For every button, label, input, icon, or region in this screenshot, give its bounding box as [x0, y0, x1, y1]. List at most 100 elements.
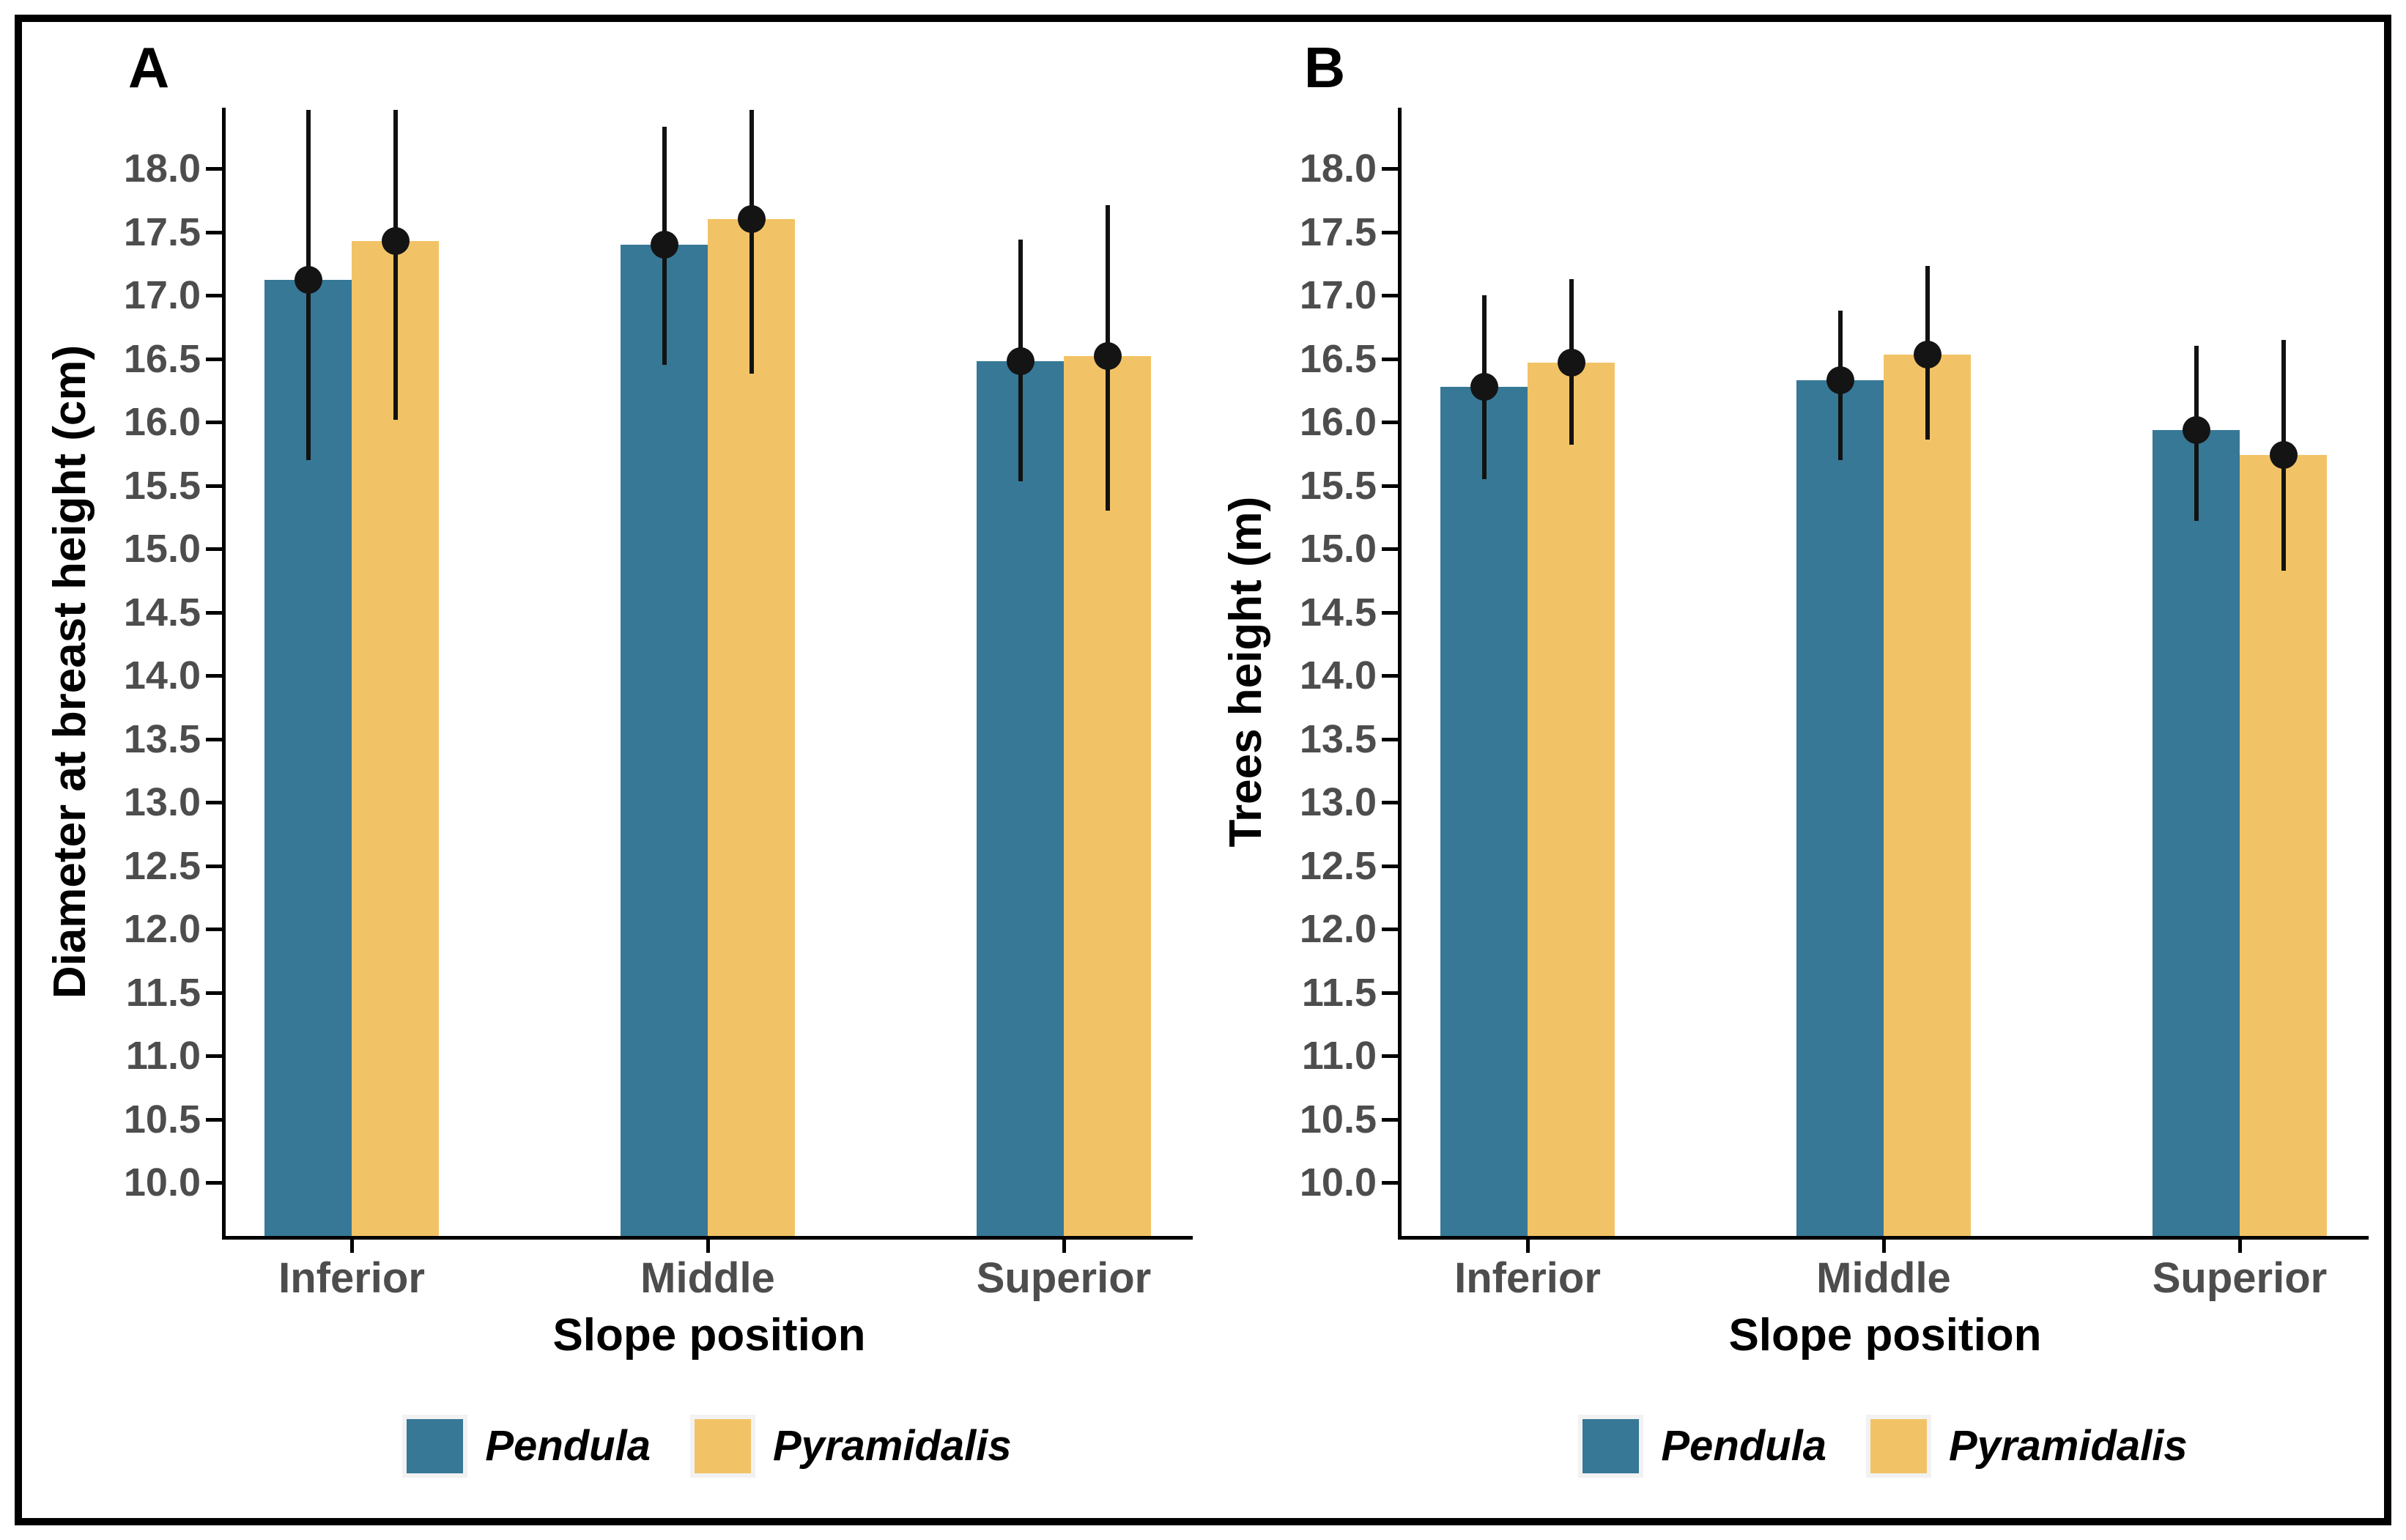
y-tick-mark: [206, 1117, 222, 1122]
panel-letter: A: [127, 35, 170, 100]
y-tick-mark: [206, 421, 222, 425]
panel-letter: B: [1303, 35, 1346, 100]
legend-key-pendula: [407, 1419, 464, 1473]
x-tick-label: Inferior: [1454, 1254, 1601, 1302]
y-tick-mark: [206, 1181, 222, 1185]
y-tick-mark: [206, 801, 222, 805]
bar-pendula-middle: [1796, 380, 1884, 1236]
y-tick-label: 17.5: [1299, 210, 1377, 254]
bar-pendula-inferior: [1440, 386, 1528, 1236]
bar-pendula-superior: [2153, 429, 2240, 1236]
y-tick-label: 16.0: [1299, 400, 1377, 445]
x-axis-title: Slope position: [1728, 1310, 2042, 1361]
y-tick-mark: [1382, 357, 1398, 361]
y-tick-label: 11.0: [125, 1034, 201, 1078]
x-axis-line: [222, 1236, 1193, 1240]
legend-label-pyramidalis: Pyramidalis: [1948, 1422, 2188, 1470]
mean-point-pendula-inferior: [294, 266, 322, 295]
error-bar-pyramidalis-inferior: [393, 110, 398, 420]
y-tick-label: 16.0: [123, 400, 201, 445]
mean-point-pendula-inferior: [1470, 372, 1498, 401]
y-tick-label: 12.0: [123, 907, 201, 952]
bar-pyramidalis-inferior: [1528, 362, 1615, 1236]
x-tick-mark: [350, 1240, 354, 1253]
mean-point-pyramidalis-inferior: [1557, 348, 1585, 377]
mean-point-pyramidalis-superior: [2269, 441, 2298, 470]
mean-point-pendula-middle: [650, 230, 678, 259]
bar-pendula-superior: [977, 361, 1064, 1236]
y-tick-mark: [206, 610, 222, 615]
y-tick-mark: [206, 357, 222, 361]
y-tick-mark: [1382, 991, 1398, 995]
mean-point-pendula-superior: [1006, 347, 1034, 376]
x-tick-mark: [1526, 1240, 1530, 1253]
y-tick-label: 15.5: [1299, 463, 1377, 508]
y-tick-label: 10.5: [1299, 1097, 1377, 1141]
y-tick-label: 13.5: [1299, 717, 1377, 761]
x-axis-line: [1398, 1236, 2369, 1240]
y-tick-label: 17.0: [1299, 273, 1377, 318]
legend: Pendula Pyramidalis: [358, 1413, 1061, 1480]
y-tick-mark: [1382, 1181, 1398, 1185]
y-tick-mark: [1382, 484, 1398, 488]
y-tick-label: 11.0: [1301, 1034, 1377, 1078]
y-tick-label: 18.0: [1299, 147, 1377, 191]
y-tick-label: 16.5: [1299, 336, 1377, 381]
x-tick-mark: [1882, 1240, 1886, 1253]
y-tick-label: 12.0: [1299, 907, 1377, 952]
y-tick-mark: [1382, 167, 1398, 171]
y-tick-mark: [206, 674, 222, 678]
legend-key-pyramidalis: [1870, 1419, 1927, 1473]
x-tick-label: Inferior: [278, 1254, 425, 1302]
y-tick-label: 14.5: [1299, 590, 1377, 634]
y-tick-label: 10.5: [123, 1097, 201, 1141]
x-tick-mark: [2238, 1240, 2242, 1253]
y-tick-mark: [1382, 547, 1398, 552]
mean-point-pyramidalis-middle: [1913, 341, 1942, 369]
mean-point-pendula-superior: [2182, 415, 2210, 444]
y-tick-label: 10.0: [123, 1160, 201, 1205]
y-tick-mark: [1382, 294, 1398, 298]
y-tick-label: 12.5: [1299, 843, 1377, 888]
y-tick-label: 18.0: [123, 147, 201, 191]
y-tick-mark: [1382, 737, 1398, 741]
y-tick-label: 11.5: [1301, 970, 1377, 1015]
mean-point-pendula-middle: [1826, 366, 1854, 395]
bar-pyramidalis-superior: [2240, 455, 2327, 1236]
x-tick-label: Middle: [640, 1254, 775, 1302]
mean-point-pyramidalis-inferior: [381, 226, 410, 255]
x-tick-mark: [706, 1240, 710, 1253]
y-tick-mark: [1382, 674, 1398, 678]
y-tick-mark: [206, 737, 222, 741]
mean-point-pyramidalis-middle: [737, 205, 766, 234]
figure-border: [15, 15, 2391, 1525]
y-tick-label: 12.5: [123, 843, 201, 888]
y-tick-label: 15.5: [123, 463, 201, 508]
y-tick-label: 17.5: [123, 210, 201, 254]
y-tick-mark: [206, 864, 222, 868]
y-tick-label: 15.0: [123, 527, 201, 571]
y-tick-label: 14.0: [123, 654, 201, 698]
legend: Pendula Pyramidalis: [1533, 1413, 2237, 1480]
bar-pyramidalis-middle: [1884, 355, 1971, 1236]
y-axis-line: [222, 108, 226, 1240]
y-tick-mark: [1382, 801, 1398, 805]
y-tick-mark: [1382, 864, 1398, 868]
y-tick-label: 15.0: [1299, 527, 1377, 571]
legend-key-pendula: [1583, 1419, 1640, 1473]
y-tick-mark: [206, 547, 222, 552]
legend-label-pendula: Pendula: [1661, 1422, 1826, 1470]
bar-pendula-middle: [621, 244, 708, 1236]
y-tick-mark: [206, 1054, 222, 1059]
legend-label-pyramidalis: Pyramidalis: [772, 1422, 1012, 1470]
y-tick-mark: [206, 294, 222, 298]
legend-label-pendula: Pendula: [485, 1422, 651, 1470]
y-tick-label: 13.5: [123, 717, 201, 761]
y-tick-mark: [206, 230, 222, 234]
legend-key-pyramidalis: [694, 1419, 751, 1473]
y-tick-mark: [206, 991, 222, 995]
y-tick-mark: [206, 484, 222, 488]
